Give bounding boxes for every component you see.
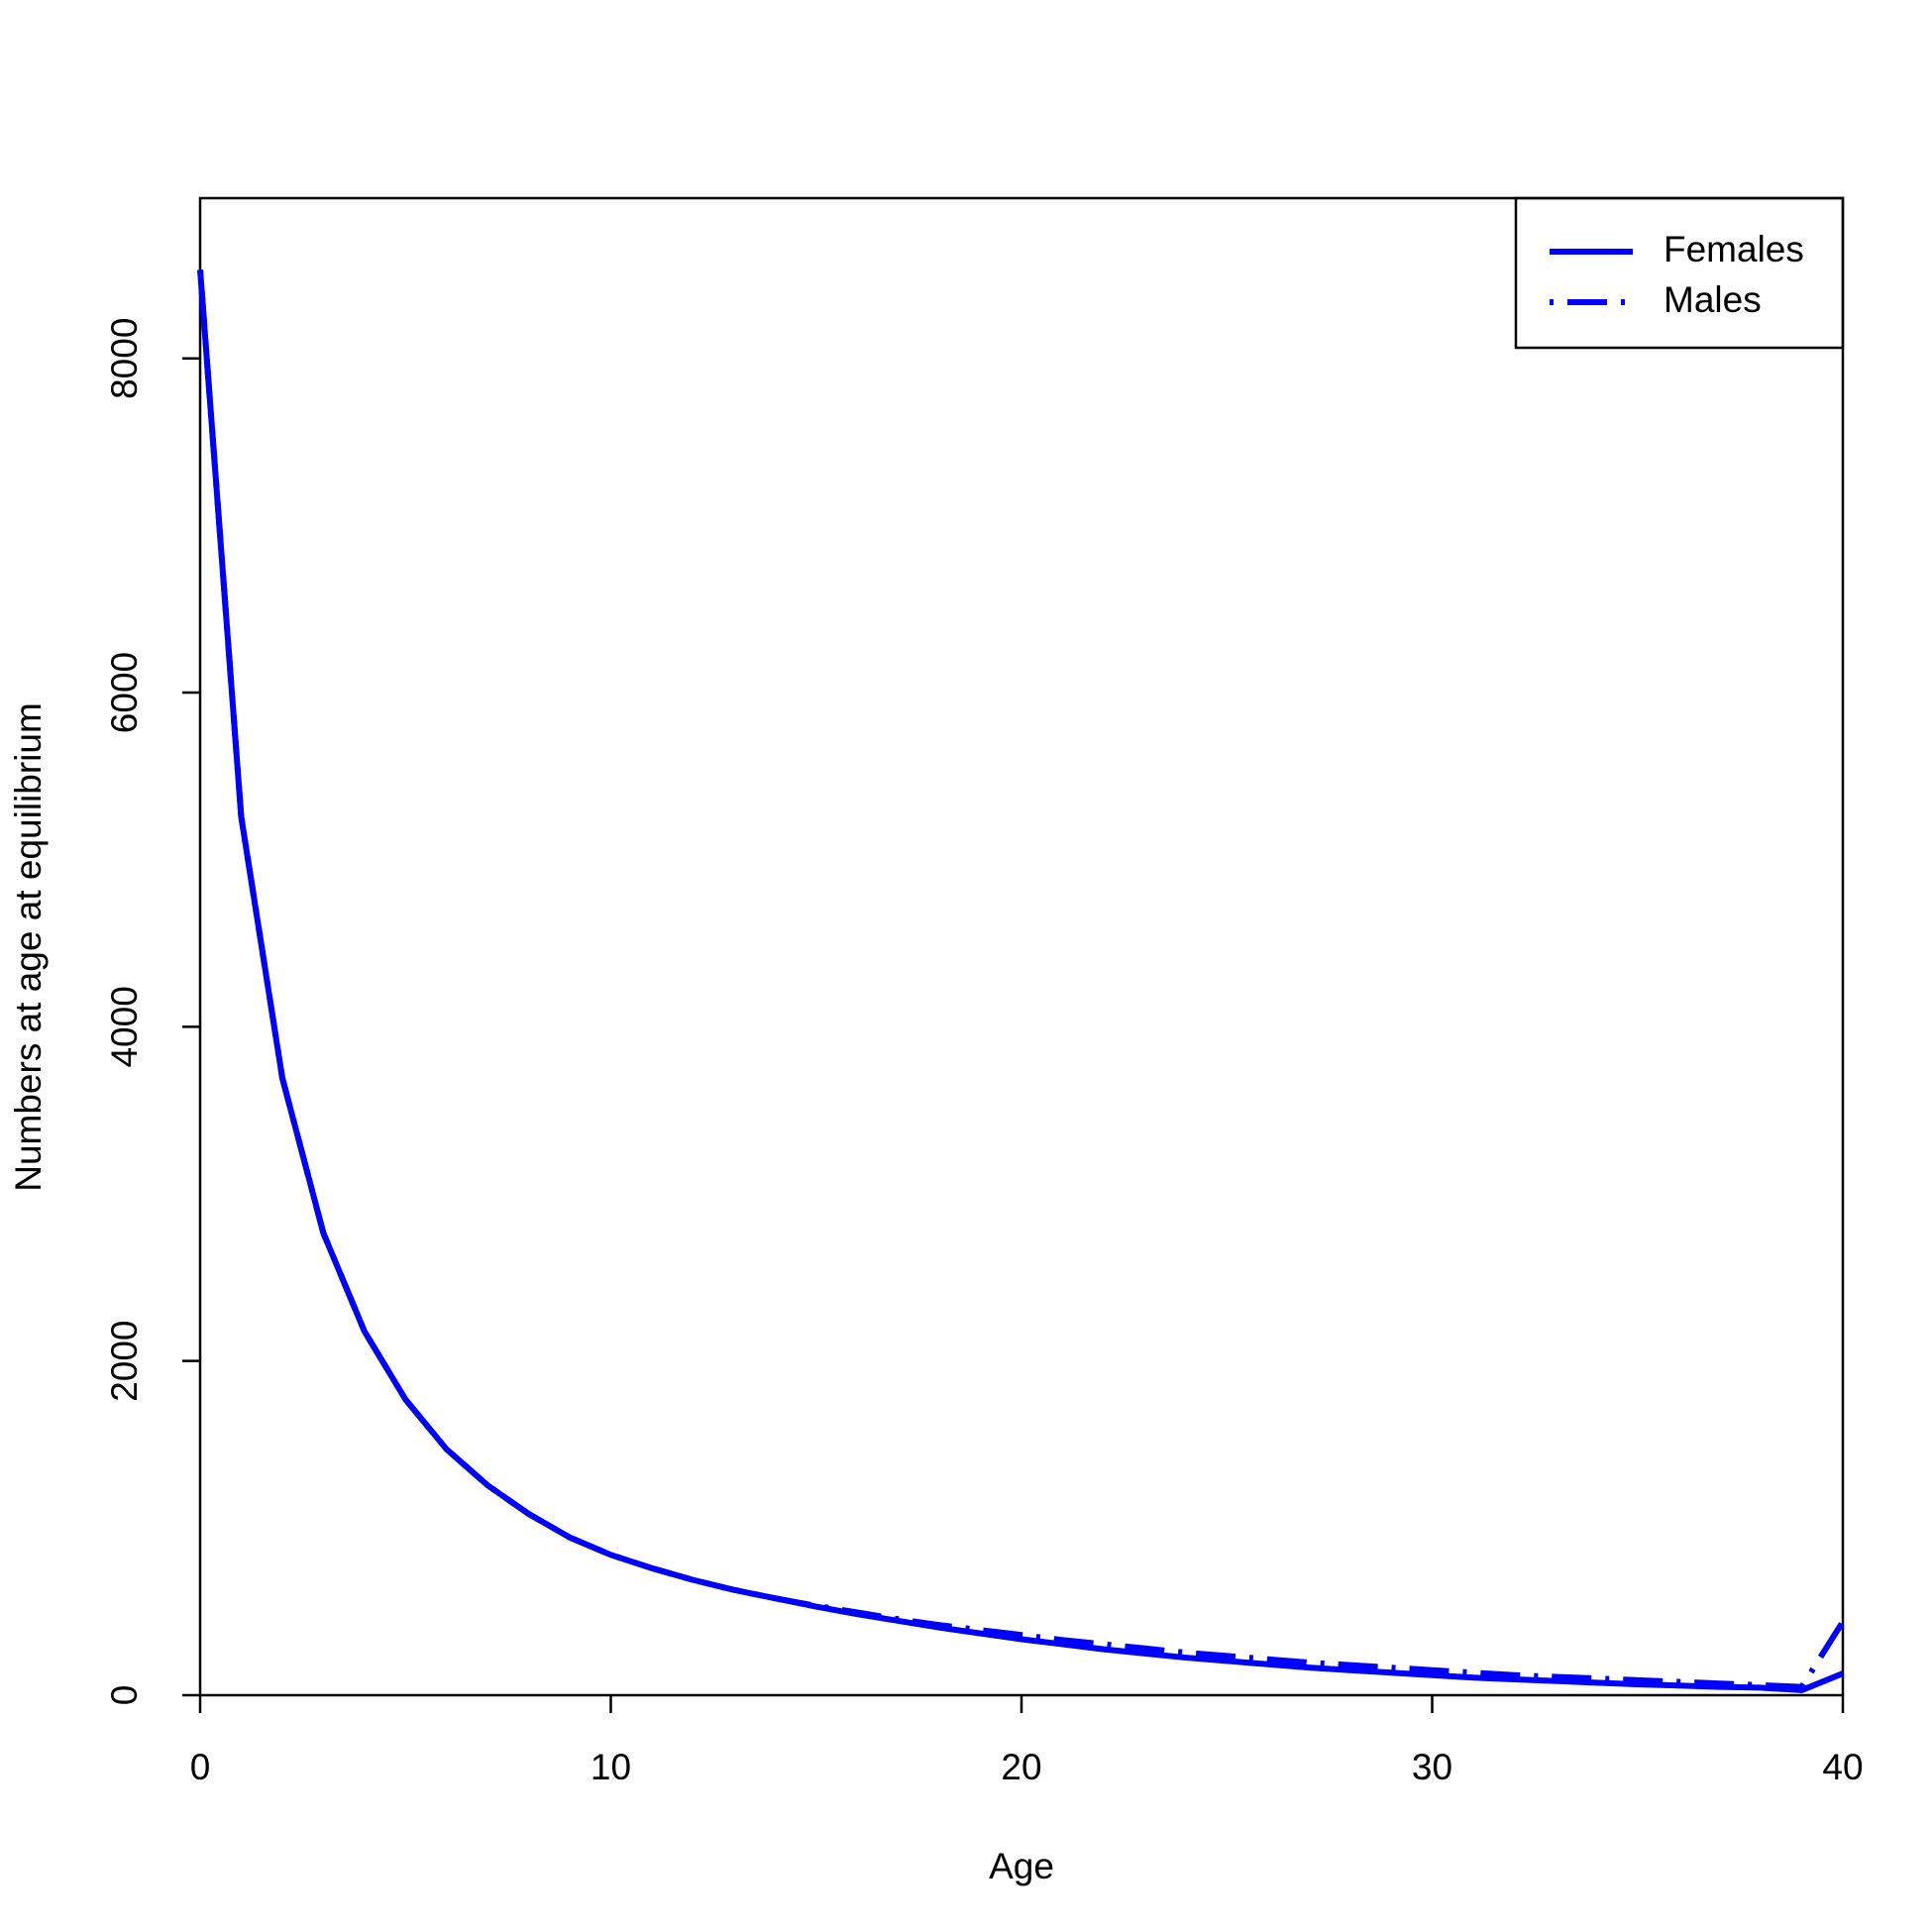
legend-box <box>1514 196 1845 350</box>
series-line <box>197 269 1846 1690</box>
y-tick-label: 8000 <box>104 318 145 399</box>
y-tick-label: 0 <box>104 1685 145 1706</box>
x-tick-label: 0 <box>190 1747 211 1787</box>
y-axis-label: Numbers at age at equilibrium <box>8 702 49 1192</box>
x-tick-label: 10 <box>590 1747 631 1787</box>
legend-label: Males <box>1664 279 1762 320</box>
x-axis-label: Age <box>989 1846 1054 1886</box>
x-tick-label: 40 <box>1822 1747 1863 1787</box>
x-tick-label: 30 <box>1412 1747 1452 1787</box>
y-tick-label: 4000 <box>104 986 145 1067</box>
x-tick-label: 20 <box>1001 1747 1041 1787</box>
y-tick-label: 2000 <box>104 1321 145 1402</box>
legend-label: Females <box>1664 229 1804 269</box>
y-tick-label: 6000 <box>104 652 145 733</box>
